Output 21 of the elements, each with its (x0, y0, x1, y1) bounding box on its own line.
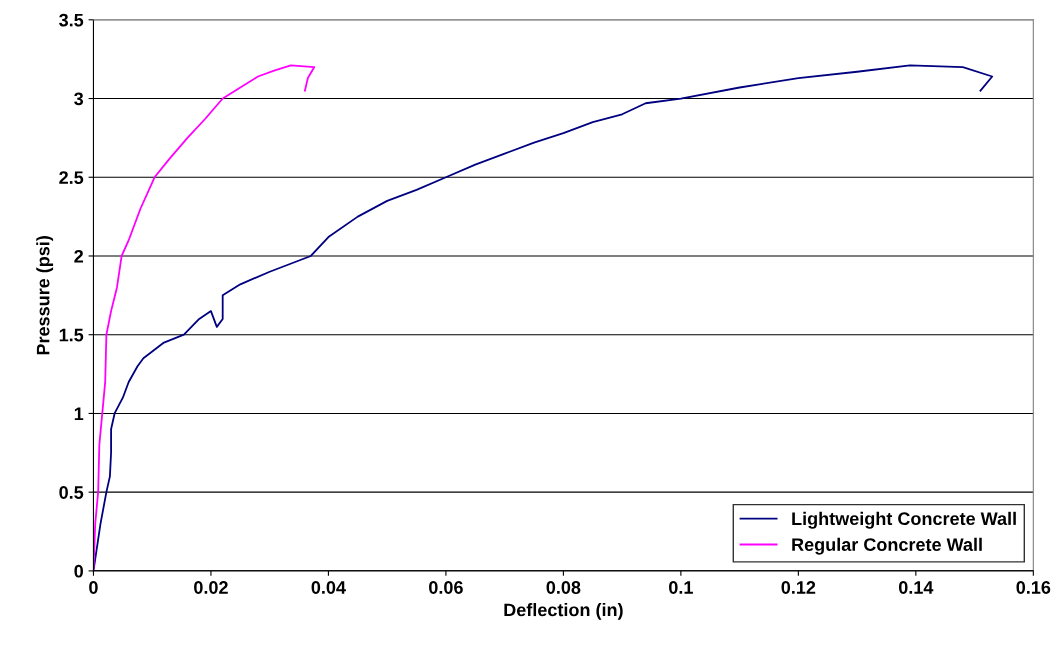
x-tick-label: 0.16 (1016, 581, 1051, 594)
y-tick-label: 3 (74, 92, 84, 106)
y-axis-title: Pressure (psi) (36, 236, 54, 355)
x-tick-label: 0.06 (429, 581, 463, 594)
y-tick-label: 2 (74, 249, 84, 263)
x-tick-label: 0.1 (669, 581, 693, 594)
x-tick-label: 0.08 (546, 581, 581, 594)
y-tick-label: 1 (74, 407, 84, 420)
x-axis-title: Deflection (in) (504, 603, 623, 620)
legend-label: Regular Concrete Wall (792, 537, 982, 555)
y-tick-label: 0 (74, 564, 83, 578)
x-tick-label: 0.12 (781, 581, 816, 594)
x-tick-label: 0 (89, 581, 98, 594)
y-tick-label: 2.5 (59, 171, 84, 184)
y-tick-label: 1.5 (59, 328, 84, 342)
y-tick-label: 0.5 (59, 486, 84, 499)
x-tick-label: 0.04 (311, 581, 346, 594)
legend-label: Lightweight Concrete Wall (792, 511, 1016, 529)
x-tick-label: 0.02 (194, 581, 228, 594)
x-tick-label: 0.14 (898, 581, 934, 594)
y-tick-label: 3.5 (59, 13, 84, 27)
